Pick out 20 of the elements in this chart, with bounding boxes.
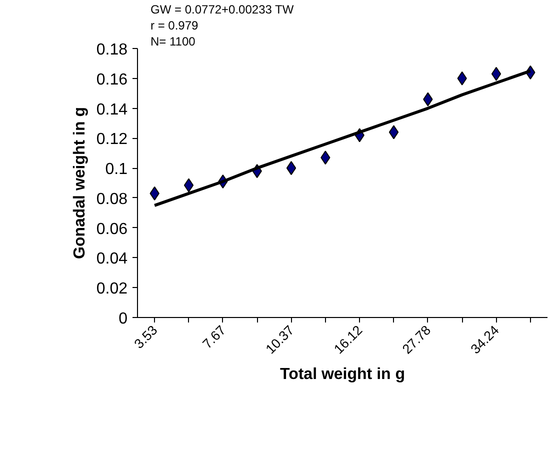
y-tick-label: 0 [118, 310, 128, 328]
text: GW = 0.0772+0.00233 TW [150, 2, 294, 16]
y-tick-label: 0.14 [96, 101, 128, 118]
x-axis-title: Total weight in g [280, 366, 406, 384]
y-tick-label: 0.08 [96, 190, 128, 208]
point [286, 161, 296, 176]
x-tick-label: 3.53 [131, 322, 160, 352]
point [388, 125, 399, 140]
y-tick-label: 0.04 [96, 250, 128, 268]
y-tick-label: 0.18 [96, 42, 128, 58]
y-tick-label: 0.16 [96, 71, 128, 88]
text: N= 1100 [150, 34, 196, 48]
y-tick-label: 0.06 [96, 220, 128, 238]
y-tick-label: 0.02 [96, 280, 128, 298]
y-axis-title: Gonadal weight in g [71, 107, 88, 259]
point [491, 66, 502, 81]
point [184, 178, 194, 192]
y-tick-label: 0.1 [105, 161, 128, 178]
text: r = 0.979 [150, 18, 199, 32]
y-tick-label: 0.12 [96, 131, 128, 148]
